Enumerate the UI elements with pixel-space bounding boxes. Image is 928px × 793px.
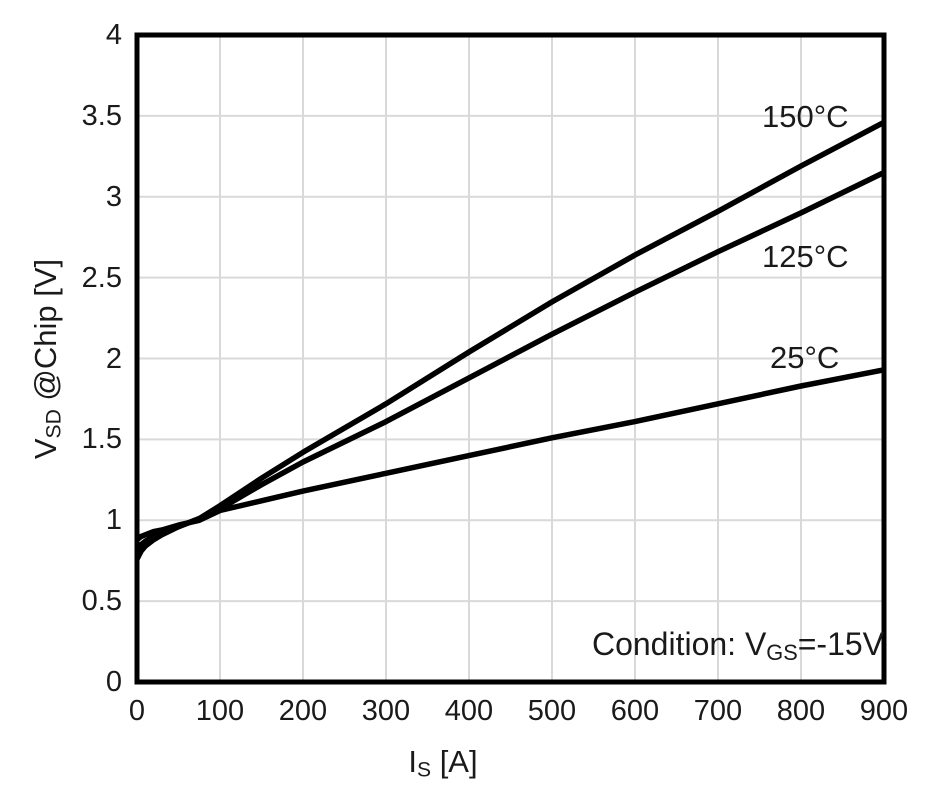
condition-prefix: Condition: V <box>591 626 767 662</box>
y-axis-subscript: SD <box>42 409 66 439</box>
series-label-150c: 150°C <box>762 99 849 134</box>
x-tick-label: 500 <box>527 695 577 727</box>
y-axis-symbol: V <box>28 438 63 460</box>
y-tick-label: 2.5 <box>81 261 122 294</box>
y-tick-label: 2 <box>105 342 122 375</box>
x-axis-title: IS [A] <box>293 741 593 783</box>
x-axis-symbol: I <box>408 744 418 779</box>
condition-label: Condition: VGS=-15V <box>592 624 884 664</box>
x-tick-label: 800 <box>776 695 826 727</box>
y-tick-label: 4 <box>105 19 122 51</box>
series-label-25c: 25°C <box>770 340 840 375</box>
y-tick-label: 1 <box>105 504 122 537</box>
x-axis-units: [A] <box>431 744 478 779</box>
x-tick-label: 700 <box>693 695 743 727</box>
x-tick-label: 300 <box>361 695 411 727</box>
y-tick-label: 0 <box>105 666 122 698</box>
plot-border <box>134 32 887 685</box>
curve-series-2 <box>135 367 885 542</box>
x-tick-label: 600 <box>610 695 660 727</box>
curve-series-0 <box>134 119 886 561</box>
y-tick-label: 3.5 <box>81 99 122 132</box>
y-axis-units: @Chip [V] <box>28 258 63 410</box>
y-tick-label: 3 <box>105 180 122 213</box>
x-tick-label: 200 <box>278 695 328 727</box>
condition-subscript: GS <box>766 639 798 665</box>
x-tick-label: 0 <box>128 695 146 727</box>
y-tick-label: 1.5 <box>81 423 122 456</box>
x-axis-subscript: S <box>417 758 432 782</box>
x-tick-label: 400 <box>444 695 494 727</box>
y-axis-title: VSD @Chip [V] <box>25 159 67 559</box>
curve-series-1 <box>134 170 886 552</box>
y-tick-label: 0.5 <box>81 585 122 618</box>
x-tick-label: 900 <box>859 695 909 727</box>
series-label-125c: 125°C <box>762 239 849 274</box>
condition-value: =-15V <box>797 626 884 662</box>
x-tick-label: 100 <box>195 695 245 727</box>
